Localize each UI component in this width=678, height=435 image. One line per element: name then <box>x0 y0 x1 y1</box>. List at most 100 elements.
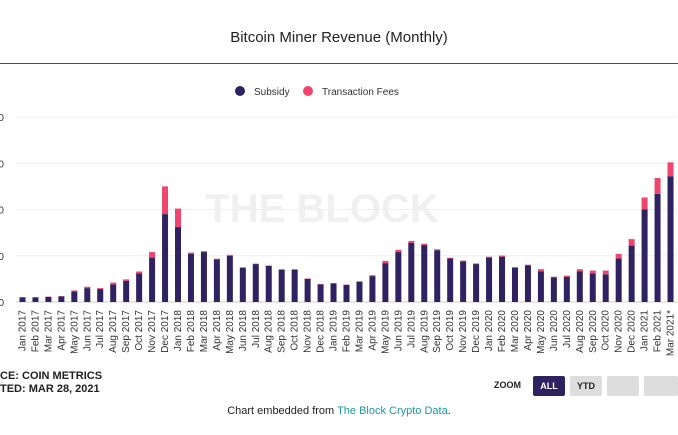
bar-segment <box>551 277 557 302</box>
bar-segment <box>382 261 388 263</box>
x-tick-label: May 2019 <box>380 310 391 354</box>
bar-segment <box>227 255 233 256</box>
x-tick-label: Dec 2018 <box>316 310 327 353</box>
zoom-button[interactable] <box>607 376 639 396</box>
x-tick-label: Sep 2017 <box>121 310 132 353</box>
bar-segment <box>460 261 466 262</box>
x-tick-label: Mar 2019 <box>354 310 365 353</box>
x-tick-label: Apr 2017 <box>56 310 67 351</box>
bar-segment <box>590 271 596 274</box>
bar-segment <box>655 194 661 302</box>
bar-segment <box>45 297 51 302</box>
x-tick-label: Jul 2020 <box>562 310 573 348</box>
bar-segment <box>408 243 414 302</box>
bar-segment <box>292 270 298 302</box>
bar-segment <box>486 257 492 258</box>
bar-segment <box>123 279 129 280</box>
x-tick-label: Dec 2017 <box>160 310 171 353</box>
x-tick-label: Aug 2017 <box>108 310 119 353</box>
x-tick-label: Oct 2017 <box>134 310 145 351</box>
bar-segment <box>84 288 90 302</box>
bar-segment <box>538 271 544 302</box>
bar-segment <box>32 297 38 302</box>
bar-segment <box>616 259 622 302</box>
bar-segment <box>240 268 246 302</box>
x-tick-label: Sep 2018 <box>277 310 288 353</box>
zoom-label: ZOOM <box>494 380 521 390</box>
bar-segment <box>629 246 635 302</box>
footer-link[interactable]: The Block Crypto Data <box>337 405 449 417</box>
x-tick-label: Mar 2021* <box>666 310 677 356</box>
bar-segment <box>525 265 531 266</box>
bar-segment <box>668 176 674 302</box>
bar-segment <box>188 254 194 302</box>
x-tick-label: Jan 2019 <box>329 310 340 352</box>
bar-segment <box>344 285 350 302</box>
bar-segment <box>564 277 570 302</box>
x-tick-label: Feb 2021 <box>653 310 664 353</box>
legend-marker <box>235 86 245 96</box>
bar-segment <box>525 265 531 302</box>
bar-segment <box>356 282 362 302</box>
bar-segment <box>201 252 207 302</box>
bar-segment <box>110 283 116 285</box>
x-tick-label: Oct 2019 <box>445 310 456 351</box>
bar-segment <box>434 249 440 250</box>
x-tick-label: Oct 2018 <box>290 310 301 351</box>
x-tick-label: Sep 2020 <box>588 310 599 353</box>
bar-segment <box>97 288 103 289</box>
y-tick-label: 500 <box>0 252 4 263</box>
x-tick-label: Sep 2019 <box>432 310 443 353</box>
zoom-button[interactable] <box>644 376 678 396</box>
bar-segment <box>97 289 103 302</box>
x-tick-label: Oct 2020 <box>601 310 612 351</box>
x-tick-label: Jan 2017 <box>17 310 28 352</box>
x-tick-label: Apr 2019 <box>367 310 378 351</box>
bar-segment <box>447 259 453 302</box>
bar-segment <box>499 256 505 257</box>
bar-segment <box>473 264 479 302</box>
bar-segment <box>577 269 583 271</box>
bar-segment <box>603 274 609 302</box>
x-tick-label: Nov 2020 <box>614 310 625 353</box>
bar-segment <box>19 297 25 302</box>
chart-title: Bitcoin Miner Revenue (Monthly) <box>230 29 448 46</box>
x-tick-label: Apr 2018 <box>212 310 223 351</box>
bar-segment <box>564 276 570 277</box>
bar-segment <box>84 287 90 288</box>
bar-segment <box>590 273 596 302</box>
bar-segment <box>227 256 233 302</box>
x-tick-label: Jan 2021 <box>640 310 651 352</box>
x-tick-label: Dec 2019 <box>471 310 482 353</box>
x-tick-label: Jul 2018 <box>251 310 262 348</box>
bar-segment <box>577 271 583 302</box>
x-tick-label: Jul 2019 <box>406 310 417 348</box>
bar-segment <box>538 269 544 271</box>
x-tick-label: May 2018 <box>225 310 236 354</box>
x-tick-label: Mar 2020 <box>510 310 521 353</box>
legend-label: Subsidy <box>254 87 290 98</box>
bar-segment <box>162 186 168 214</box>
bar-segment <box>266 266 272 302</box>
bar-segment <box>201 251 207 252</box>
bar-segment <box>214 259 220 302</box>
x-tick-label: Jun 2018 <box>238 310 249 352</box>
bar-segment <box>175 209 181 228</box>
bar-segment <box>71 291 77 302</box>
x-tick-label: May 2020 <box>536 310 547 354</box>
bar-segment <box>668 162 674 176</box>
bar-segment <box>305 279 311 302</box>
zoom-button-label[interactable]: YTD <box>577 381 596 391</box>
y-tick-label: 0 <box>0 298 4 309</box>
y-tick-label: 1500 <box>0 159 4 170</box>
bar-segment <box>434 250 440 302</box>
bar-segment <box>395 252 401 302</box>
bar-segment <box>175 227 181 302</box>
bar-segment <box>240 267 246 268</box>
bar-segment <box>460 261 466 302</box>
zoom-button-label[interactable]: ALL <box>540 381 558 391</box>
x-tick-label: Jun 2017 <box>82 310 93 352</box>
bar-segment <box>655 178 661 194</box>
y-tick-label: 2000 <box>0 113 4 124</box>
